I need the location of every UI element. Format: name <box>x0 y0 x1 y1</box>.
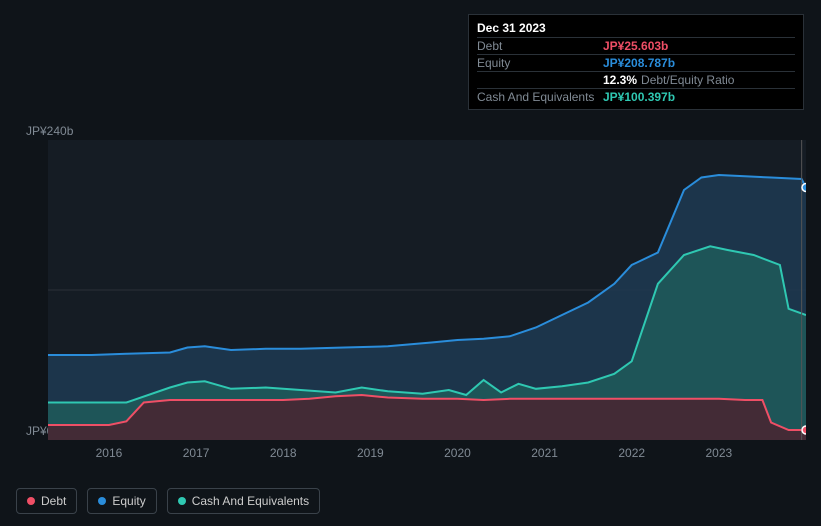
tooltip-row-value: JP¥100.397b <box>603 90 675 104</box>
tooltip-row-value: JP¥208.787b <box>603 56 675 70</box>
legend-item-equity[interactable]: Equity <box>87 488 156 514</box>
y-axis-max-label: JP¥240b <box>26 124 73 138</box>
x-axis-tick: 2021 <box>531 446 558 460</box>
tooltip-row-label <box>477 73 603 87</box>
x-axis-tick: 2020 <box>444 446 471 460</box>
tooltip-row-value: 12.3% <box>603 73 637 87</box>
tooltip-row: Cash And EquivalentsJP¥100.397b <box>477 88 795 105</box>
legend-item-debt[interactable]: Debt <box>16 488 77 514</box>
legend-label: Cash And Equivalents <box>192 494 309 508</box>
x-axis-tick: 2016 <box>96 446 123 460</box>
chart-tooltip: Dec 31 2023 DebtJP¥25.603bEquityJP¥208.7… <box>468 14 804 110</box>
x-axis-tick: 2018 <box>270 446 297 460</box>
tooltip-row: DebtJP¥25.603b <box>477 37 795 54</box>
debt-end-marker <box>802 426 806 434</box>
chart-legend: Debt Equity Cash And Equivalents <box>16 488 320 514</box>
tooltip-row: EquityJP¥208.787b <box>477 54 795 71</box>
x-axis-tick: 2017 <box>183 446 210 460</box>
tooltip-row-label: Debt <box>477 39 603 53</box>
legend-dot-icon <box>98 497 106 505</box>
legend-dot-icon <box>27 497 35 505</box>
tooltip-row-label: Cash And Equivalents <box>477 90 603 104</box>
x-axis-tick: 2019 <box>357 446 384 460</box>
legend-item-cash[interactable]: Cash And Equivalents <box>167 488 320 514</box>
legend-label: Debt <box>41 494 66 508</box>
tooltip-date: Dec 31 2023 <box>477 19 795 37</box>
x-axis-tick: 2023 <box>706 446 733 460</box>
x-axis-tick: 2022 <box>618 446 645 460</box>
tooltip-ratio-label: Debt/Equity Ratio <box>641 73 734 87</box>
chart-plot-area[interactable] <box>48 140 806 440</box>
legend-label: Equity <box>112 494 145 508</box>
equity-end-marker <box>802 184 806 192</box>
tooltip-row-label: Equity <box>477 56 603 70</box>
legend-dot-icon <box>178 497 186 505</box>
tooltip-row-value: JP¥25.603b <box>603 39 668 53</box>
x-axis: 2016 2017 2018 2019 2020 2021 2022 2023 <box>48 446 806 466</box>
tooltip-row: 12.3% Debt/Equity Ratio <box>477 71 795 88</box>
area-chart-svg <box>48 140 806 440</box>
